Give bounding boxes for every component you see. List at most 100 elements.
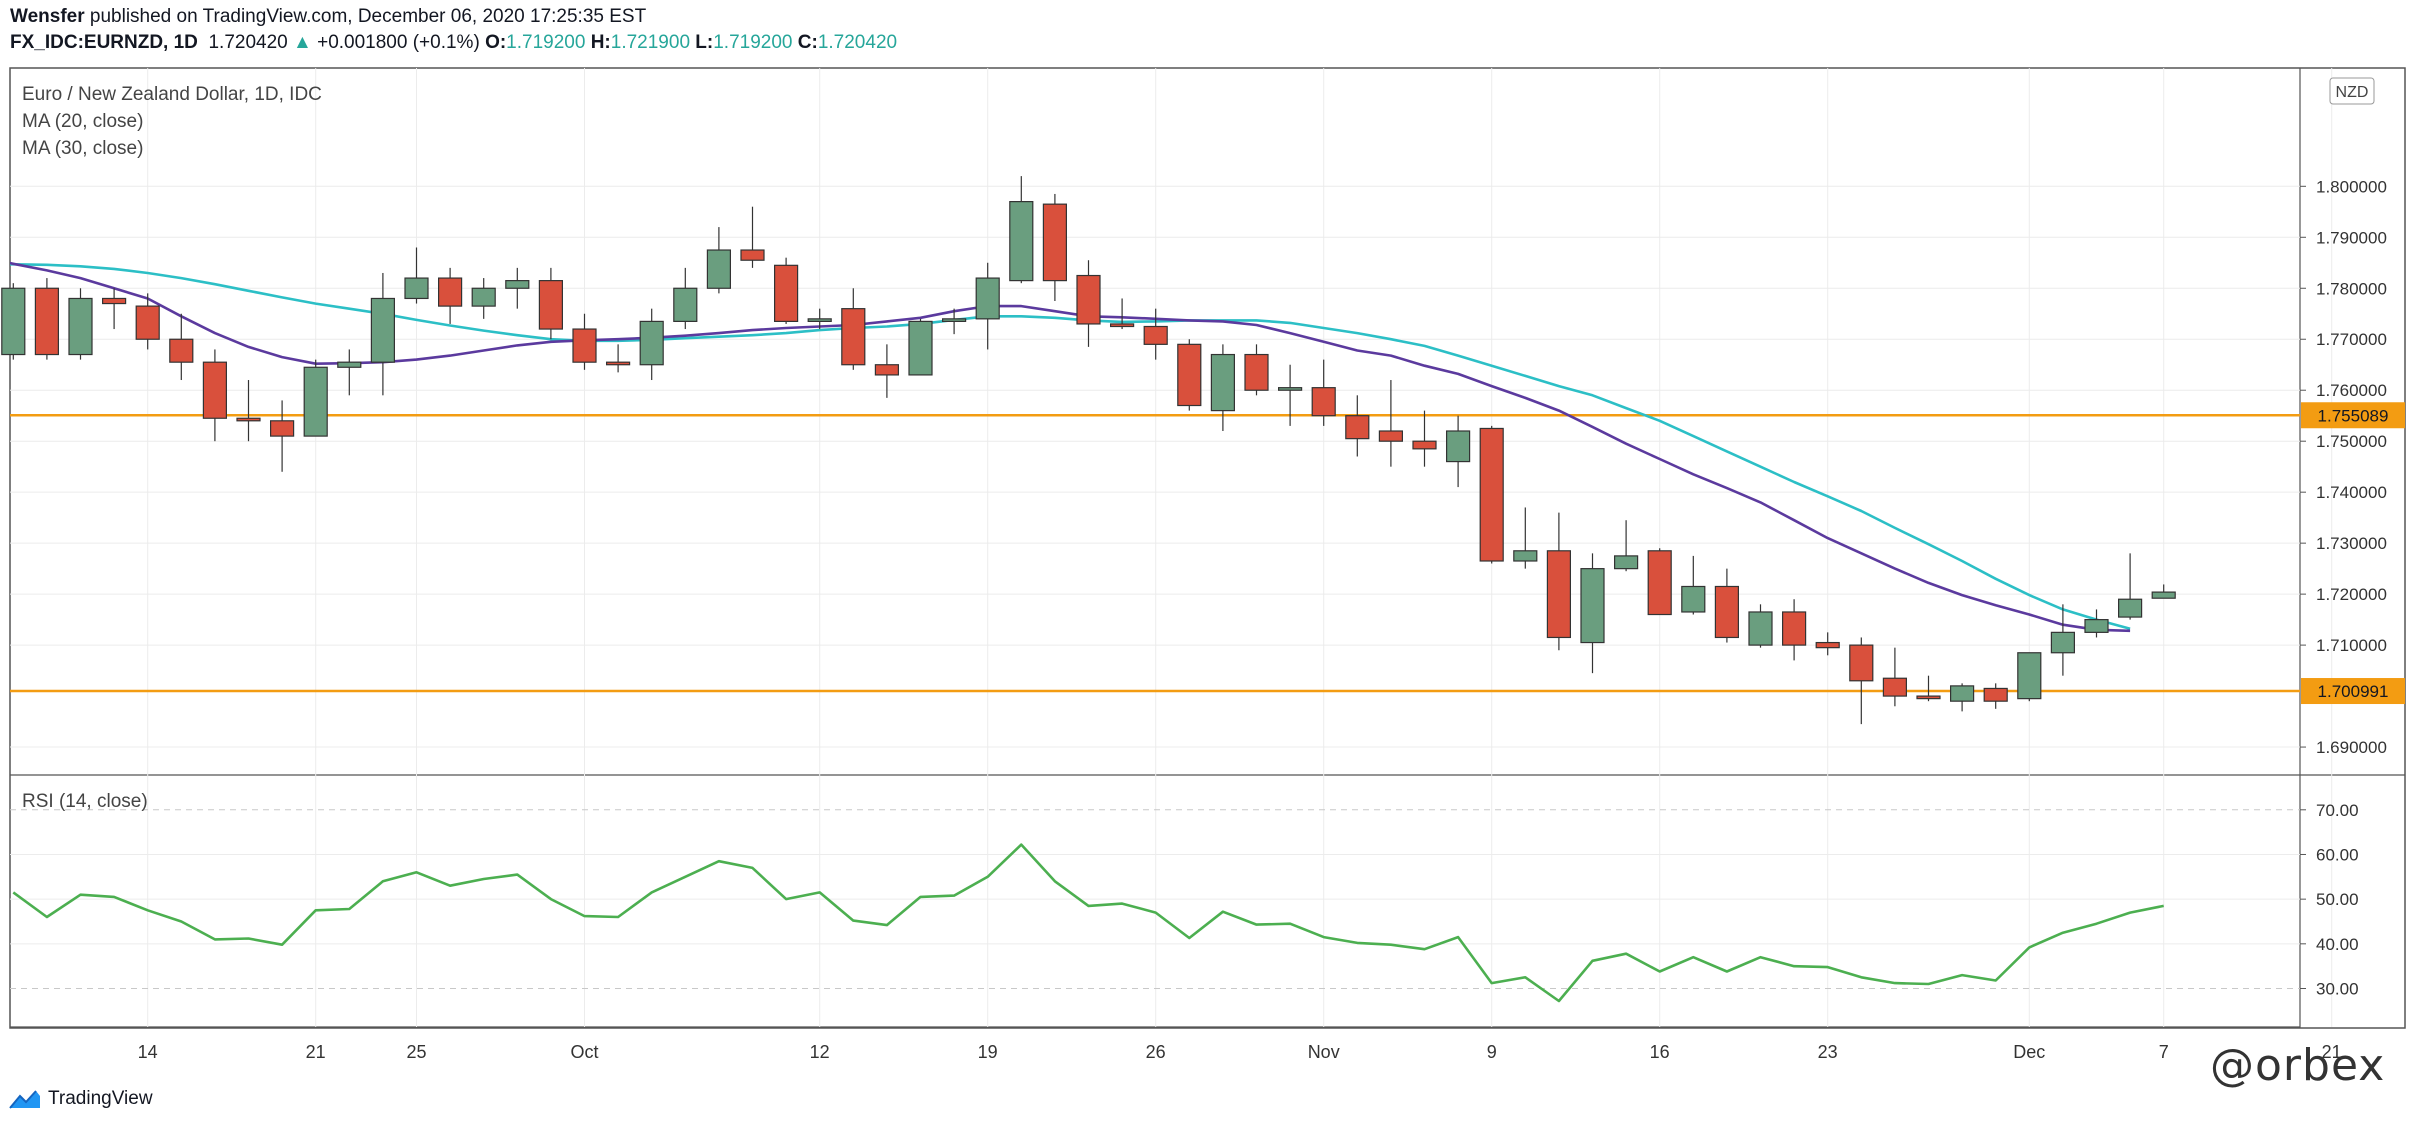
candle-up: [807, 318, 832, 322]
candle-down: [202, 361, 227, 419]
candle-up: [2151, 591, 2176, 599]
ma30-series: [10, 262, 2131, 631]
time-tick-label: 23: [1818, 1042, 1838, 1062]
candle-down: [773, 264, 799, 322]
time-tick-label: 25: [406, 1042, 426, 1062]
candle-up: [706, 249, 732, 289]
last-price: 1.720420: [208, 32, 288, 53]
ohlc-header: FX_IDC:EURNZD, 1D 1.720420 ▲ +0.001800 (…: [10, 32, 897, 54]
candle-up: [1, 287, 26, 356]
candle-down: [1714, 585, 1740, 639]
rsi-legend: RSI (14, close): [22, 791, 148, 812]
candle-up: [2050, 631, 2075, 654]
close-value: 1.720420: [817, 32, 898, 53]
candle-up: [1009, 201, 1034, 282]
tradingview-brand[interactable]: TradingView: [8, 1088, 153, 1110]
candle-up: [1748, 611, 1773, 646]
low-label: L:: [695, 32, 714, 53]
price-axis: 1.800000 1.790000 1.780000 1.770000 1.760000…: [2300, 177, 2387, 757]
candle-down: [1983, 687, 2008, 702]
candle-up: [1277, 387, 1303, 391]
low-value: 1.719200: [713, 32, 793, 53]
candle-down: [101, 297, 127, 305]
high-value: 1.721900: [610, 32, 691, 53]
candle-down: [135, 305, 160, 340]
orbex-watermark: @orbex: [2210, 1040, 2385, 1091]
price-tick-label: 1.710000: [2316, 636, 2387, 655]
candle-up: [1445, 430, 1471, 463]
author-name: Wensfer: [10, 6, 85, 27]
candle-down: [1781, 611, 1807, 646]
candle-down: [1311, 387, 1336, 417]
candle-down: [1244, 353, 1269, 391]
candle-down: [538, 280, 564, 330]
candle-down: [1143, 325, 1168, 345]
open-label: O:: [485, 32, 507, 53]
tradingview-label: TradingView: [48, 1088, 153, 1109]
price-tick-label: 1.760000: [2316, 381, 2387, 400]
price-change: +0.001800 (+0.1%): [317, 32, 480, 53]
candle-down: [1345, 415, 1370, 440]
candle-down: [1647, 550, 1672, 616]
ma20-line: [10, 261, 2131, 633]
candle-up: [1513, 550, 1538, 562]
rsi-tick-label: 30.00: [2316, 979, 2359, 998]
candle-up: [2084, 619, 2109, 633]
ma20-legend: MA (20, close): [22, 111, 143, 132]
published-text: published on TradingView.com, December 0…: [89, 6, 647, 27]
time-tick-label: 12: [810, 1042, 830, 1062]
candle-down: [1479, 427, 1504, 562]
candle-up: [2118, 598, 2143, 618]
time-tick-label: 16: [1650, 1042, 1670, 1062]
time-tick-label: Nov: [1308, 1042, 1340, 1062]
tradingview-logo-icon: [9, 1090, 40, 1109]
candle-up: [303, 366, 328, 437]
instrument-legend: Euro / New Zealand Dollar, 1D, IDC: [22, 84, 322, 105]
candle-up: [908, 320, 933, 376]
price-tick-label: 1.720000: [2316, 585, 2387, 604]
candle-up: [975, 277, 1000, 320]
level-price-label: 1.700991: [2318, 682, 2389, 701]
candle-up: [370, 297, 395, 363]
grid-lines: [10, 68, 2333, 1027]
candle-down: [841, 308, 866, 366]
price-tick-label: 1.750000: [2316, 432, 2387, 451]
candle-down: [236, 417, 261, 422]
ma20-series: [10, 261, 2131, 633]
currency-badge[interactable]: [2329, 77, 2375, 105]
candle-down: [1916, 695, 1941, 700]
level-price-label: 1.755089: [2318, 406, 2389, 425]
candle-down: [874, 364, 900, 376]
rsi-series: [12, 843, 2164, 1003]
level-price-tag: [2301, 402, 2405, 429]
candle-up: [68, 297, 93, 356]
rsi-tick-label: 70.00: [2316, 801, 2359, 820]
close-label: C:: [797, 32, 818, 53]
candle-down: [1849, 644, 1874, 682]
candle-down: [270, 420, 295, 437]
rsi-tick-label: 50.00: [2316, 890, 2359, 909]
time-tick-label: 14: [138, 1042, 158, 1062]
time-tick-label: 19: [978, 1042, 998, 1062]
candle-up: [404, 277, 429, 300]
candle-up: [639, 320, 664, 366]
candle-down: [1076, 274, 1101, 325]
rsi-tick-label: 40.00: [2316, 935, 2359, 954]
candle-down: [740, 249, 765, 261]
time-tick-label: 21: [306, 1042, 326, 1062]
candle-up: [1210, 353, 1236, 412]
candle-down: [1815, 641, 1840, 649]
candle-up: [673, 287, 698, 322]
ma30-line: [10, 262, 2131, 631]
time-tick-label: 7: [2159, 1042, 2169, 1062]
time-tick-label: Oct: [570, 1042, 598, 1062]
candle-up: [505, 280, 530, 289]
publish-info: Wensfer published on TradingView.com, De…: [10, 6, 646, 28]
time-tick-label: 9: [1487, 1042, 1497, 1062]
price-tick-label: 1.780000: [2316, 279, 2387, 298]
candle-down: [1546, 550, 1572, 639]
candle-up: [941, 318, 967, 322]
candlestick-series: [1, 176, 2176, 725]
candle-down: [605, 361, 631, 366]
